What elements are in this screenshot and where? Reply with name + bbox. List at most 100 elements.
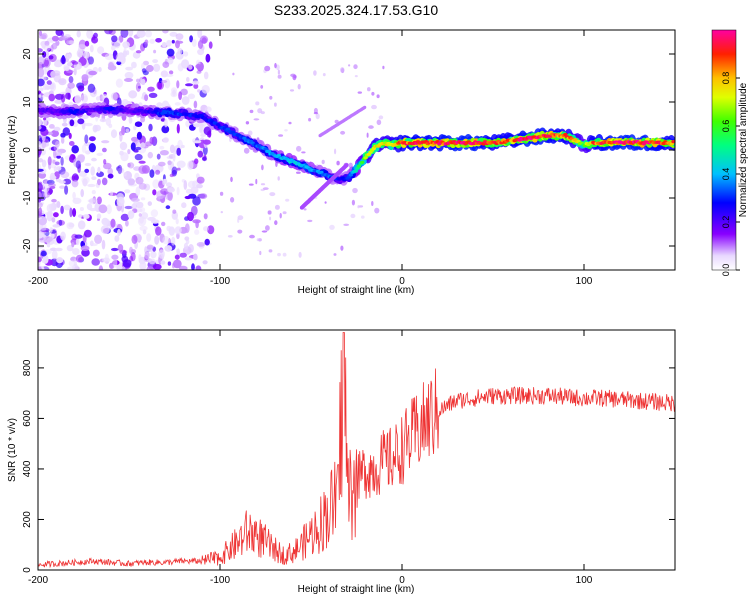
noise-blob bbox=[38, 158, 44, 163]
y-tick-label: -20 bbox=[22, 238, 33, 253]
noise-blob bbox=[197, 30, 203, 39]
noise-blob bbox=[78, 214, 83, 218]
noise-blob bbox=[51, 198, 57, 203]
noise-blob bbox=[340, 67, 345, 73]
noise-blob bbox=[94, 234, 103, 244]
y-tick-label: 0 bbox=[22, 567, 33, 573]
noise-blob bbox=[74, 94, 82, 104]
noise-blob bbox=[53, 61, 63, 68]
noise-blob bbox=[171, 39, 175, 44]
noise-blob bbox=[116, 196, 125, 207]
noise-blob bbox=[179, 252, 187, 258]
noise-blob bbox=[374, 207, 380, 214]
noise-blob bbox=[262, 187, 269, 191]
noise-blob bbox=[183, 242, 189, 250]
noise-blob bbox=[111, 35, 118, 43]
noise-blob bbox=[167, 261, 172, 266]
noise-blob bbox=[282, 252, 287, 257]
noise-blob bbox=[195, 183, 203, 189]
noise-blob bbox=[147, 86, 155, 92]
noise-blob bbox=[148, 123, 153, 132]
noise-blob bbox=[80, 245, 90, 251]
noise-blob bbox=[200, 133, 207, 137]
noise-blob bbox=[68, 132, 72, 139]
noise-blob bbox=[51, 250, 58, 260]
noise-blob bbox=[203, 71, 209, 80]
noise-blob bbox=[230, 197, 235, 203]
noise-blob bbox=[38, 67, 45, 78]
noise-blob bbox=[150, 251, 157, 259]
noise-blob bbox=[38, 118, 42, 127]
noise-blob bbox=[282, 211, 287, 215]
noise-blob bbox=[83, 214, 90, 219]
noise-blob bbox=[192, 196, 201, 206]
noise-blob bbox=[56, 257, 64, 264]
noise-blob bbox=[160, 80, 168, 83]
noise-blob bbox=[98, 67, 102, 72]
noise-blob bbox=[192, 180, 198, 189]
noise-blob bbox=[107, 167, 113, 176]
colorbar-tick-label: 0.6 bbox=[721, 120, 731, 133]
noise-blob bbox=[104, 253, 109, 262]
noise-blob bbox=[122, 50, 128, 58]
noise-blob bbox=[60, 205, 64, 215]
noise-blob bbox=[149, 136, 154, 145]
noise-blob bbox=[65, 92, 71, 100]
noise-blob bbox=[290, 73, 296, 78]
noise-blob bbox=[201, 37, 207, 44]
noise-blob bbox=[52, 159, 56, 164]
noise-blob bbox=[81, 176, 90, 184]
noise-blob bbox=[248, 183, 254, 186]
noise-blob bbox=[38, 207, 43, 217]
noise-blob bbox=[110, 218, 116, 228]
noise-blob bbox=[277, 74, 282, 79]
noise-blob bbox=[175, 40, 180, 49]
noise-blob bbox=[47, 210, 54, 218]
noise-blob bbox=[129, 246, 133, 255]
ridge-core bbox=[319, 170, 324, 174]
noise-blob bbox=[66, 222, 75, 230]
noise-blob bbox=[186, 77, 190, 82]
noise-blob bbox=[47, 156, 52, 166]
noise-blob bbox=[91, 36, 99, 44]
noise-blob bbox=[175, 218, 179, 225]
noise-blob bbox=[72, 208, 77, 217]
noise-blob bbox=[274, 204, 280, 210]
noise-blob bbox=[219, 191, 224, 196]
noise-blob bbox=[188, 64, 193, 70]
noise-blob bbox=[134, 146, 142, 151]
noise-blob bbox=[162, 178, 166, 186]
ridge-core bbox=[360, 160, 365, 164]
noise-blob bbox=[232, 72, 235, 76]
noise-blob bbox=[153, 49, 157, 54]
noise-blob bbox=[329, 224, 335, 230]
noise-blob bbox=[249, 234, 255, 239]
noise-blob bbox=[197, 48, 205, 56]
noise-blob bbox=[86, 30, 94, 39]
noise-blob bbox=[313, 107, 318, 114]
snr-frame bbox=[37, 329, 676, 571]
noise-blob bbox=[102, 147, 107, 153]
noise-blob bbox=[50, 71, 56, 78]
noise-blob bbox=[99, 118, 107, 123]
noise-blob bbox=[43, 117, 47, 121]
noise-blob bbox=[38, 78, 45, 87]
noise-blob bbox=[53, 149, 57, 159]
noise-blob bbox=[91, 189, 96, 195]
noise-blob bbox=[66, 53, 72, 60]
noise-blob bbox=[152, 189, 157, 196]
noise-blob bbox=[152, 59, 159, 64]
noise-blob bbox=[193, 100, 198, 109]
noise-blob bbox=[84, 122, 93, 127]
y-tick-label: 800 bbox=[22, 359, 33, 376]
noise-blob bbox=[277, 252, 281, 257]
noise-blob bbox=[261, 230, 268, 233]
noise-blob bbox=[127, 162, 135, 169]
noise-blob bbox=[119, 141, 128, 151]
noise-blob bbox=[193, 83, 199, 89]
noise-blob bbox=[166, 48, 175, 57]
noise-blob bbox=[120, 30, 129, 38]
noise-blob bbox=[269, 192, 276, 197]
noise-blob bbox=[122, 259, 132, 268]
noise-blob bbox=[125, 128, 130, 133]
